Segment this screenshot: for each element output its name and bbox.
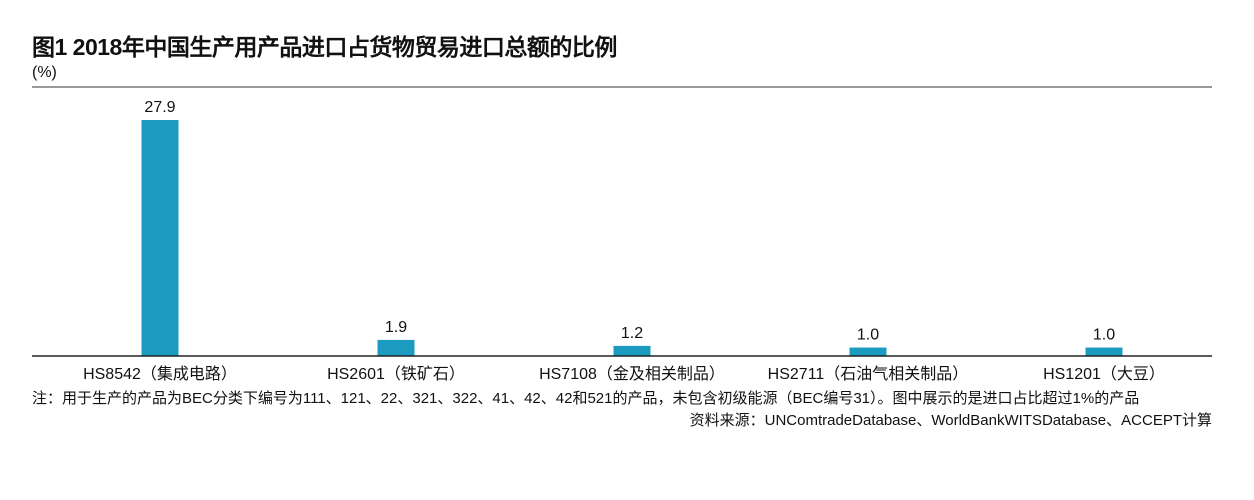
data-label: 1.2 (621, 325, 643, 342)
data-label: 1.0 (1093, 327, 1115, 344)
y-axis-unit: (%) (32, 64, 57, 81)
chart-note: 注：用于生产的产品为BEC分类下编号为111、121、22、321、322、41… (32, 390, 1140, 407)
bar (849, 347, 887, 356)
x-tick-label: HS2601（铁矿石） (327, 365, 465, 383)
x-tick-label: HS1201（大豆） (1043, 365, 1165, 383)
chart-title: 图1 2018年中国生产用产品进口占货物贸易进口总额的比例 (32, 34, 617, 60)
data-label: 27.9 (144, 99, 175, 116)
bar (613, 345, 651, 356)
bar (141, 120, 179, 356)
bar (377, 339, 415, 356)
data-label: 1.9 (385, 319, 407, 336)
x-tick-label: HS2711（石油气相关制品） (768, 365, 969, 383)
x-tick-label: HS8542（集成电路） (83, 365, 237, 383)
bar (1085, 347, 1123, 356)
chart-source: 资料来源：UNComtradeDatabase、WorldBankWITSDat… (689, 412, 1212, 429)
x-tick-label: HS7108（金及相关制品） (539, 365, 725, 383)
data-label: 1.0 (857, 327, 879, 344)
